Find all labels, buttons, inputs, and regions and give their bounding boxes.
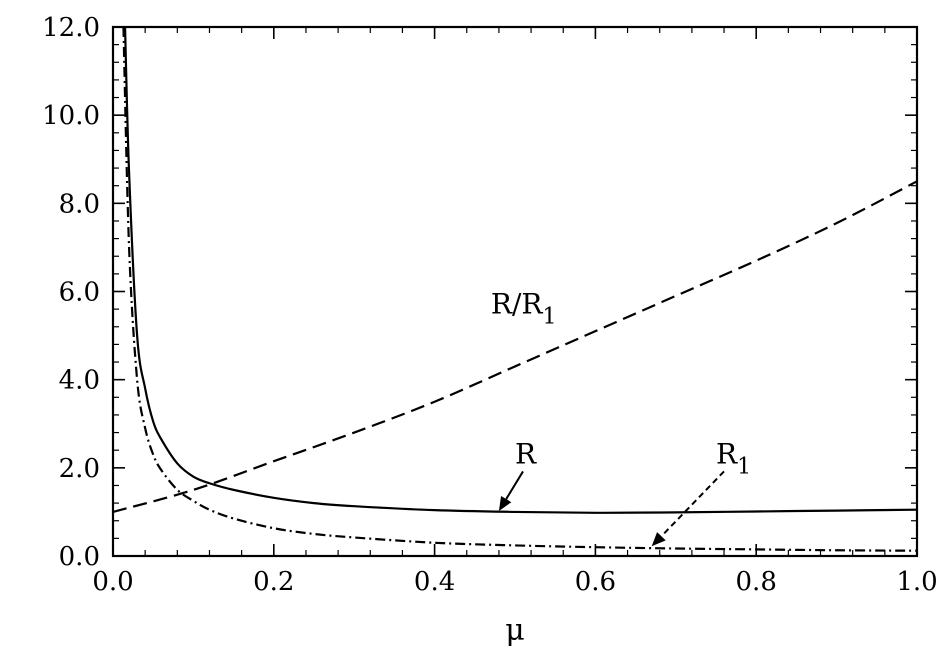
annotation-r: R bbox=[515, 437, 537, 470]
x-tick-label: 1.0 bbox=[896, 567, 937, 597]
y-tick-label: 2.0 bbox=[59, 454, 100, 484]
annotation-arrow-r1 bbox=[660, 470, 725, 537]
x-tick-label: 0.8 bbox=[736, 567, 777, 597]
annotation-arrowhead-r1 bbox=[651, 532, 666, 547]
annotation-arrowhead-r bbox=[498, 495, 512, 512]
x-axis-title: μ bbox=[505, 613, 525, 648]
annotation-rr1: R/R1 bbox=[491, 288, 557, 330]
series-line-0 bbox=[123, 26, 918, 514]
annotation-r1: R1 bbox=[716, 437, 751, 479]
y-tick-label: 0.0 bbox=[59, 542, 100, 572]
x-tick-label: 0.0 bbox=[92, 567, 133, 597]
series-line-2 bbox=[112, 180, 918, 513]
y-tick-label: 4.0 bbox=[59, 366, 100, 396]
x-tick-label: 0.6 bbox=[575, 567, 616, 597]
series-layer bbox=[112, 26, 918, 552]
y-tick-label: 10.0 bbox=[42, 101, 100, 131]
y-tick-label: 6.0 bbox=[59, 278, 100, 308]
tick-layer: 0.0 0.2 0.4 0.6 0.8 1.0 0.0 2.0 4.0 6.0 8.0 10.0 12.… bbox=[42, 13, 938, 597]
y-tick-label: 8.0 bbox=[59, 189, 100, 219]
series-line-1 bbox=[122, 26, 918, 552]
plot-frame bbox=[111, 25, 919, 558]
x-tick-label: 0.4 bbox=[414, 567, 455, 597]
annotation-layer: R R1 R/R1 bbox=[491, 288, 751, 547]
y-tick-label: 12.0 bbox=[42, 13, 100, 43]
x-tick-label: 0.2 bbox=[253, 567, 294, 597]
annotation-arrow-r bbox=[505, 470, 524, 500]
